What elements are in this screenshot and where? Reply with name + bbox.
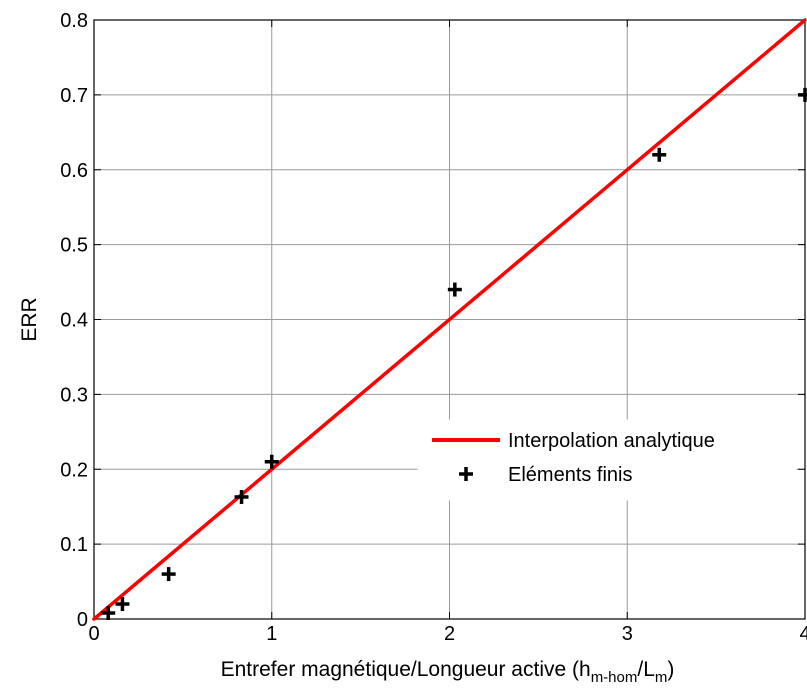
- x-axis-label-mid: /L: [637, 658, 655, 681]
- legend-label-elements-finis: Eléments finis: [508, 464, 633, 486]
- y-tick-label: 0.7: [60, 85, 88, 107]
- data-point-elements-finis: [447, 282, 462, 297]
- data-point-elements-finis: [652, 147, 667, 162]
- data-point-elements-finis: [115, 597, 130, 612]
- y-tick-label: 0.4: [60, 310, 88, 332]
- y-tick-label: 0.8: [60, 10, 88, 32]
- legend-marker-swatch: [459, 467, 473, 481]
- legend-box: [417, 419, 797, 501]
- x-axis-label-main: Entrefer magnétique/Longueur active (h: [221, 658, 591, 681]
- y-tick-label: 0.2: [60, 459, 88, 481]
- x-axis-label-sub1: m-hom: [591, 669, 638, 686]
- y-tick-label: 0.1: [60, 534, 88, 556]
- axis-ticks: 0 1 2 3 4 0 0.1 0.2 0.3 0.4 0.5 0.6 0.7 0.8: [60, 10, 807, 645]
- legend: Interpolation analytique Eléments finis: [417, 419, 797, 501]
- data-point-elements-finis: [798, 87, 807, 102]
- data-point-elements-finis: [234, 489, 249, 504]
- data-point-elements-finis: [101, 606, 116, 621]
- x-tick-label: 3: [622, 623, 633, 645]
- x-tick-label: 0: [88, 623, 99, 645]
- data-point-elements-finis: [264, 454, 279, 469]
- x-tick-label: 4: [799, 623, 807, 645]
- x-axis-label-sub2: m: [655, 669, 668, 686]
- x-tick-label: 2: [444, 623, 455, 645]
- y-tick-label: 0.6: [60, 160, 88, 182]
- series-line-interpolation-analytique: [92, 18, 807, 621]
- x-axis-label: Entrefer magnétique/Longueur active (hm-…: [221, 658, 675, 686]
- x-tick-label: 1: [266, 623, 277, 645]
- legend-label-interpolation: Interpolation analytique: [508, 430, 715, 452]
- y-tick-label: 0.5: [60, 235, 88, 257]
- y-tick-label: 0: [77, 609, 88, 631]
- y-axis-label: ERR: [18, 297, 41, 341]
- legend-plus-marker: [459, 467, 473, 481]
- x-axis-label-end: ): [667, 658, 674, 681]
- y-tick-label: 0.3: [60, 384, 88, 406]
- series-layer: [92, 18, 807, 621]
- data-point-elements-finis: [161, 567, 176, 582]
